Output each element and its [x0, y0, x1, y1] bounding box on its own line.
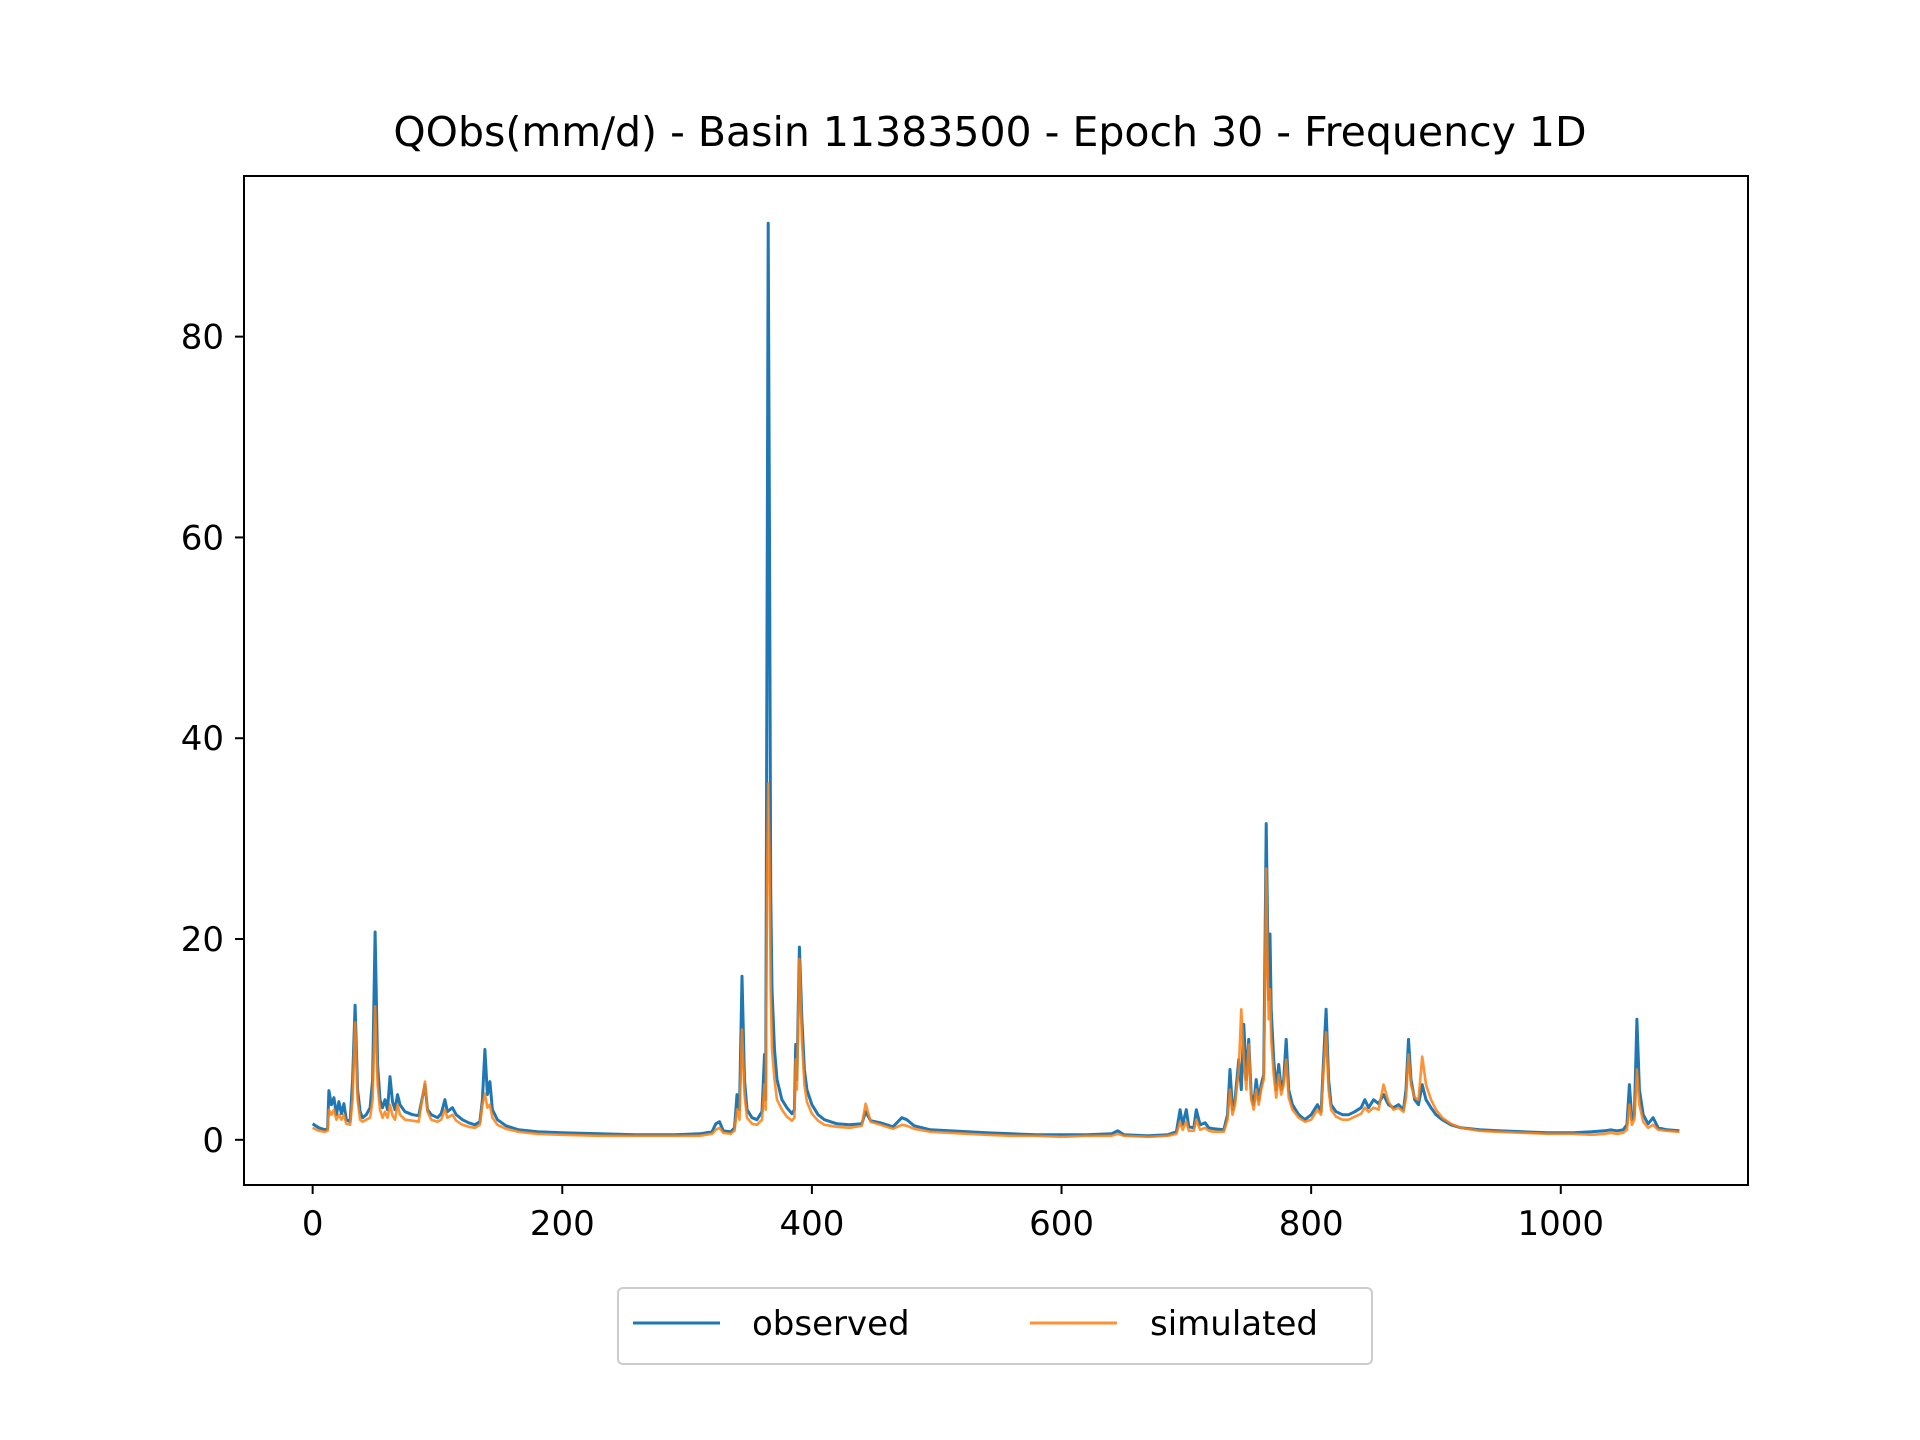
legend-observed-label: observed: [752, 1304, 910, 1344]
x-tick-label: 600: [1029, 1204, 1094, 1244]
chart-title: QObs(mm/d) - Basin 11383500 - Epoch 30 -…: [393, 108, 1586, 156]
x-tick-label: 400: [779, 1204, 844, 1244]
y-tick-label: 80: [181, 318, 224, 358]
series-line-simulated: [312, 782, 1680, 1139]
x-tick-label: 1000: [1518, 1204, 1605, 1244]
y-tick-label: 0: [202, 1121, 224, 1161]
legend: observed simulated: [617, 1287, 1373, 1365]
x-axis: 0 200 400 600 800 1000: [302, 1185, 1604, 1244]
legend-simulated-label: simulated: [1150, 1304, 1318, 1344]
x-tick-label: 200: [530, 1204, 595, 1244]
x-tick-label: 800: [1279, 1204, 1344, 1244]
x-tick-label: 0: [302, 1204, 324, 1244]
series-layer: [311, 221, 1680, 1139]
y-axis: 0 20 40 60 80: [181, 318, 244, 1161]
plot-area: [243, 175, 1749, 1186]
y-tick-label: 60: [181, 518, 224, 558]
y-tick-label: 40: [181, 719, 224, 759]
legend-box: [617, 1287, 1373, 1365]
axes-frame: [243, 175, 1749, 1186]
y-tick-label: 20: [181, 920, 224, 960]
